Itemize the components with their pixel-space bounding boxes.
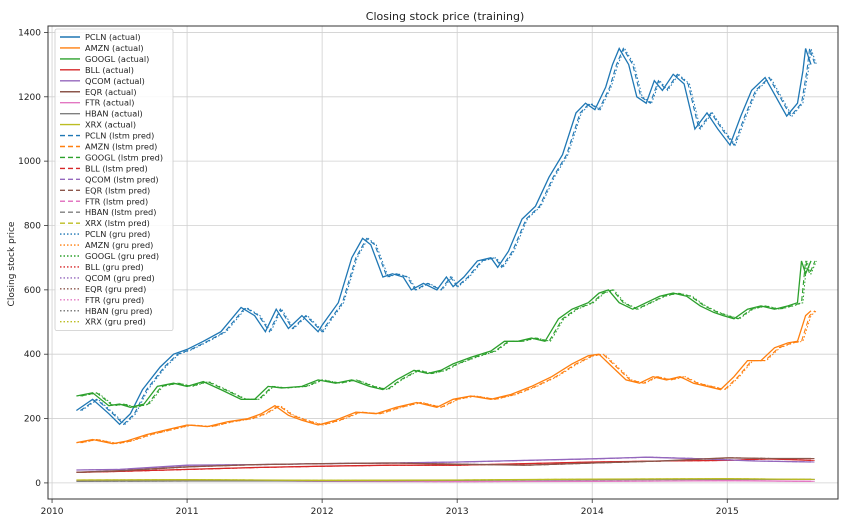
legend-label: XRX (actual) [85, 120, 136, 130]
series-xrx-actual [76, 478, 812, 481]
series-pcln-lstm-pred [80, 47, 816, 426]
legend-label: FTR (actual) [85, 98, 134, 108]
legend-label: BLL (gru pred) [85, 262, 144, 272]
x-tick-label: 2011 [176, 507, 199, 517]
x-tick-label: 2013 [446, 507, 469, 517]
legend-label: QCOM (lstm pred) [85, 174, 159, 184]
legend-label: GOOGL (gru pred) [85, 251, 159, 261]
legend-label: GOOGL (actual) [85, 54, 149, 64]
series-googl-actual [76, 260, 812, 408]
y-axis-label: Closing stock price [7, 221, 17, 306]
series-eqr-actual [76, 457, 811, 473]
legend-label: AMZN (gru pred) [85, 240, 153, 250]
legend-label: PCLN (actual) [85, 32, 141, 42]
series-amzn-gru-pred [81, 310, 817, 445]
legend-label: XRX (gru pred) [85, 317, 146, 327]
legend-label: BLL (lstm pred) [85, 163, 148, 173]
x-tick-label: 2014 [581, 507, 604, 517]
y-tick-label: 1000 [18, 157, 41, 167]
legend-label: HBAN (actual) [85, 109, 143, 119]
legend-label: PCLN (gru pred) [85, 229, 150, 239]
chart-title: Closing stock price (training) [366, 10, 524, 23]
legend-label: HBAN (lstm pred) [85, 207, 156, 217]
x-tick-label: 2015 [716, 507, 739, 517]
axis-ticks: 2010 2011 2012 2013 2014 2015 0 200 400 600 800 100… [18, 28, 739, 517]
legend-label: XRX (lstm pred) [85, 218, 150, 228]
legend-label: AMZN (lstm pred) [85, 142, 157, 152]
y-tick-label: 0 [35, 479, 41, 489]
legend-label: GOOGL (lstm pred) [85, 152, 163, 162]
legend-box [54, 28, 174, 332]
legend-label: QCOM (gru pred) [85, 273, 155, 283]
y-tick-label: 200 [24, 415, 41, 425]
legend-label: BLL (actual) [85, 65, 134, 75]
legend-label: EQR (actual) [85, 87, 137, 97]
legend-label: EQR (gru pred) [85, 284, 146, 294]
y-tick-label: 1200 [18, 93, 41, 103]
y-tick-label: 400 [24, 350, 41, 360]
legend-label: EQR (lstm pred) [85, 185, 150, 195]
legend-label: PCLN (lstm pred) [85, 131, 154, 141]
legend-label: AMZN (actual) [85, 43, 144, 53]
y-tick-label: 1400 [18, 28, 41, 38]
grid [48, 26, 838, 499]
y-tick-label: 800 [24, 221, 41, 231]
series-pcln-actual [76, 47, 812, 426]
legend-label: HBAN (gru pred) [85, 306, 152, 316]
plot-frame [47, 25, 839, 500]
x-tick-label: 2012 [311, 507, 334, 517]
series-pcln-gru-pred [81, 47, 817, 426]
x-tick-label: 2010 [41, 507, 64, 517]
legend-label: FTR (lstm pred) [85, 196, 148, 206]
legend-label: FTR (gru pred) [85, 295, 144, 305]
legend-label: QCOM (actual) [85, 76, 145, 86]
series-lines [76, 47, 817, 483]
y-tick-label: 600 [24, 286, 41, 296]
legend: PCLN (actual)AMZN (actual)GOOGL (actual)… [54, 28, 174, 332]
series-amzn-lstm-pred [80, 310, 816, 445]
series-amzn-actual [76, 310, 812, 445]
